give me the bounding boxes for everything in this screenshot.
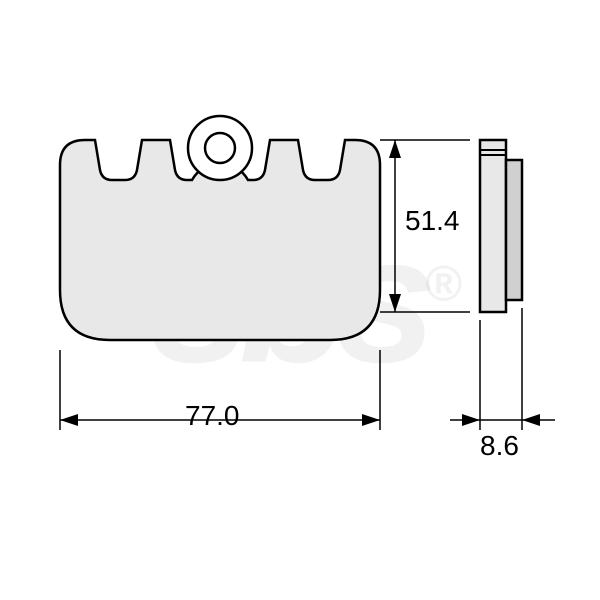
side-view xyxy=(480,140,522,312)
brake-pad-diagram: sbs® xyxy=(0,0,600,600)
width-label: 77.0 xyxy=(185,400,240,432)
thickness-label: 8.6 xyxy=(480,430,519,462)
side-friction-material xyxy=(506,160,522,300)
technical-drawing-svg xyxy=(0,0,600,600)
dimension-thickness xyxy=(450,308,555,430)
front-view xyxy=(60,116,380,340)
mounting-hole xyxy=(205,133,235,163)
side-backing-plate xyxy=(480,140,506,312)
height-label: 51.4 xyxy=(405,205,460,237)
